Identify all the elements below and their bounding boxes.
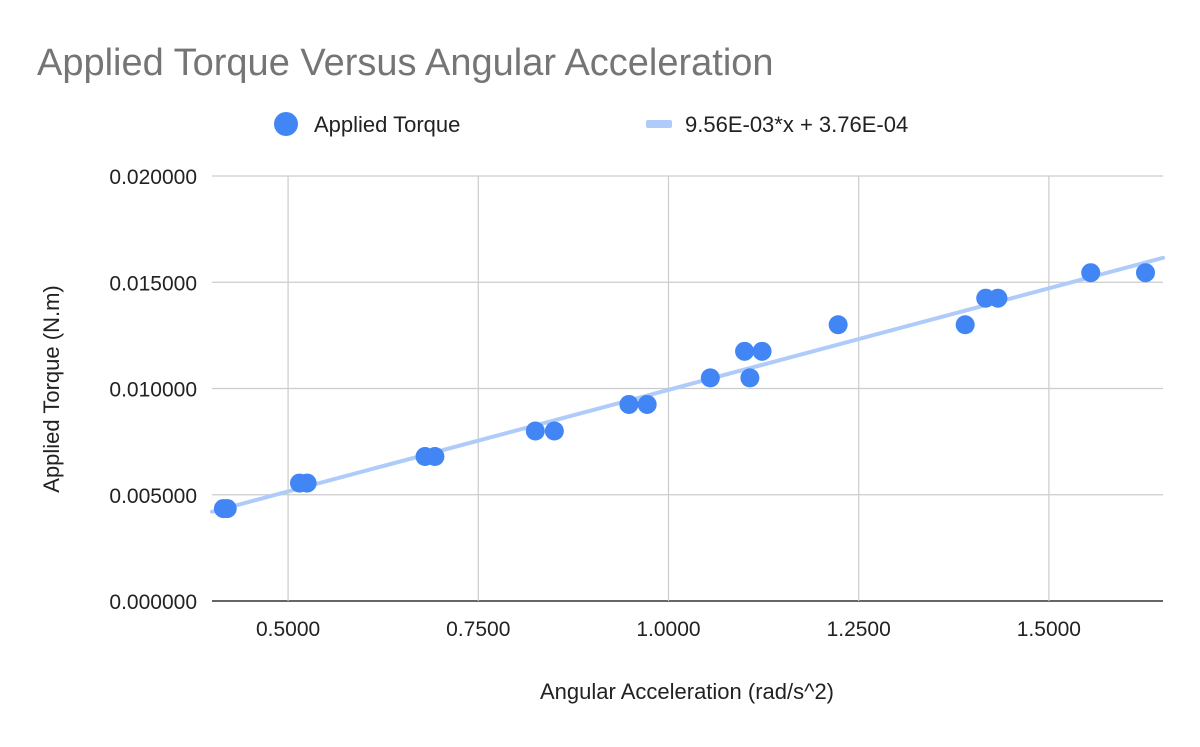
x-tick-label: 1.5000	[1017, 618, 1081, 641]
trendline	[210, 255, 1165, 514]
data-point	[828, 315, 848, 335]
legend-label-trendline: 9.56E-03*x + 3.76E-04	[685, 112, 908, 137]
data-point	[544, 421, 564, 441]
legend-label-applied-torque: Applied Torque	[314, 112, 460, 137]
x-tick-label: 0.5000	[256, 618, 320, 641]
data-point	[1081, 263, 1101, 283]
y-tick-label: 0.015000	[109, 272, 197, 295]
data-point	[425, 447, 445, 466]
chart-title: Applied Torque Versus Angular Accelerati…	[37, 42, 774, 84]
legend-marker-trendline	[646, 120, 672, 128]
y-tick-label: 0.000000	[109, 591, 197, 614]
legend-marker-applied-torque	[274, 112, 298, 136]
data-point	[740, 368, 760, 388]
data-point	[637, 394, 657, 414]
x-tick-label: 1.0000	[636, 618, 700, 641]
axis-ticks: 0.000000 0.005000 0.010000 0.015000 0.020000…	[109, 166, 1081, 641]
data-point	[752, 341, 772, 361]
data-point	[1136, 263, 1156, 283]
data-point	[955, 315, 975, 335]
grid	[212, 175, 1163, 602]
x-tick-label: 1.2500	[827, 618, 891, 641]
data-point	[988, 288, 1008, 308]
points-layer	[213, 263, 1156, 519]
x-axis-label: Angular Acceleration (rad/s^2)	[540, 679, 834, 704]
y-axis-label: Applied Torque (N.m)	[39, 285, 64, 492]
legend: Applied Torque 9.56E-03*x + 3.76E-04	[274, 112, 908, 137]
data-point	[217, 499, 237, 519]
y-tick-label: 0.020000	[109, 166, 197, 189]
y-tick-label: 0.005000	[109, 485, 197, 508]
data-point	[297, 473, 317, 493]
data-point	[735, 341, 755, 361]
data-point	[525, 421, 545, 441]
x-tick-label: 0.7500	[446, 618, 510, 641]
data-point	[700, 368, 720, 388]
data-point	[619, 394, 639, 414]
trendline-layer	[210, 255, 1165, 514]
y-tick-label: 0.010000	[109, 379, 197, 402]
